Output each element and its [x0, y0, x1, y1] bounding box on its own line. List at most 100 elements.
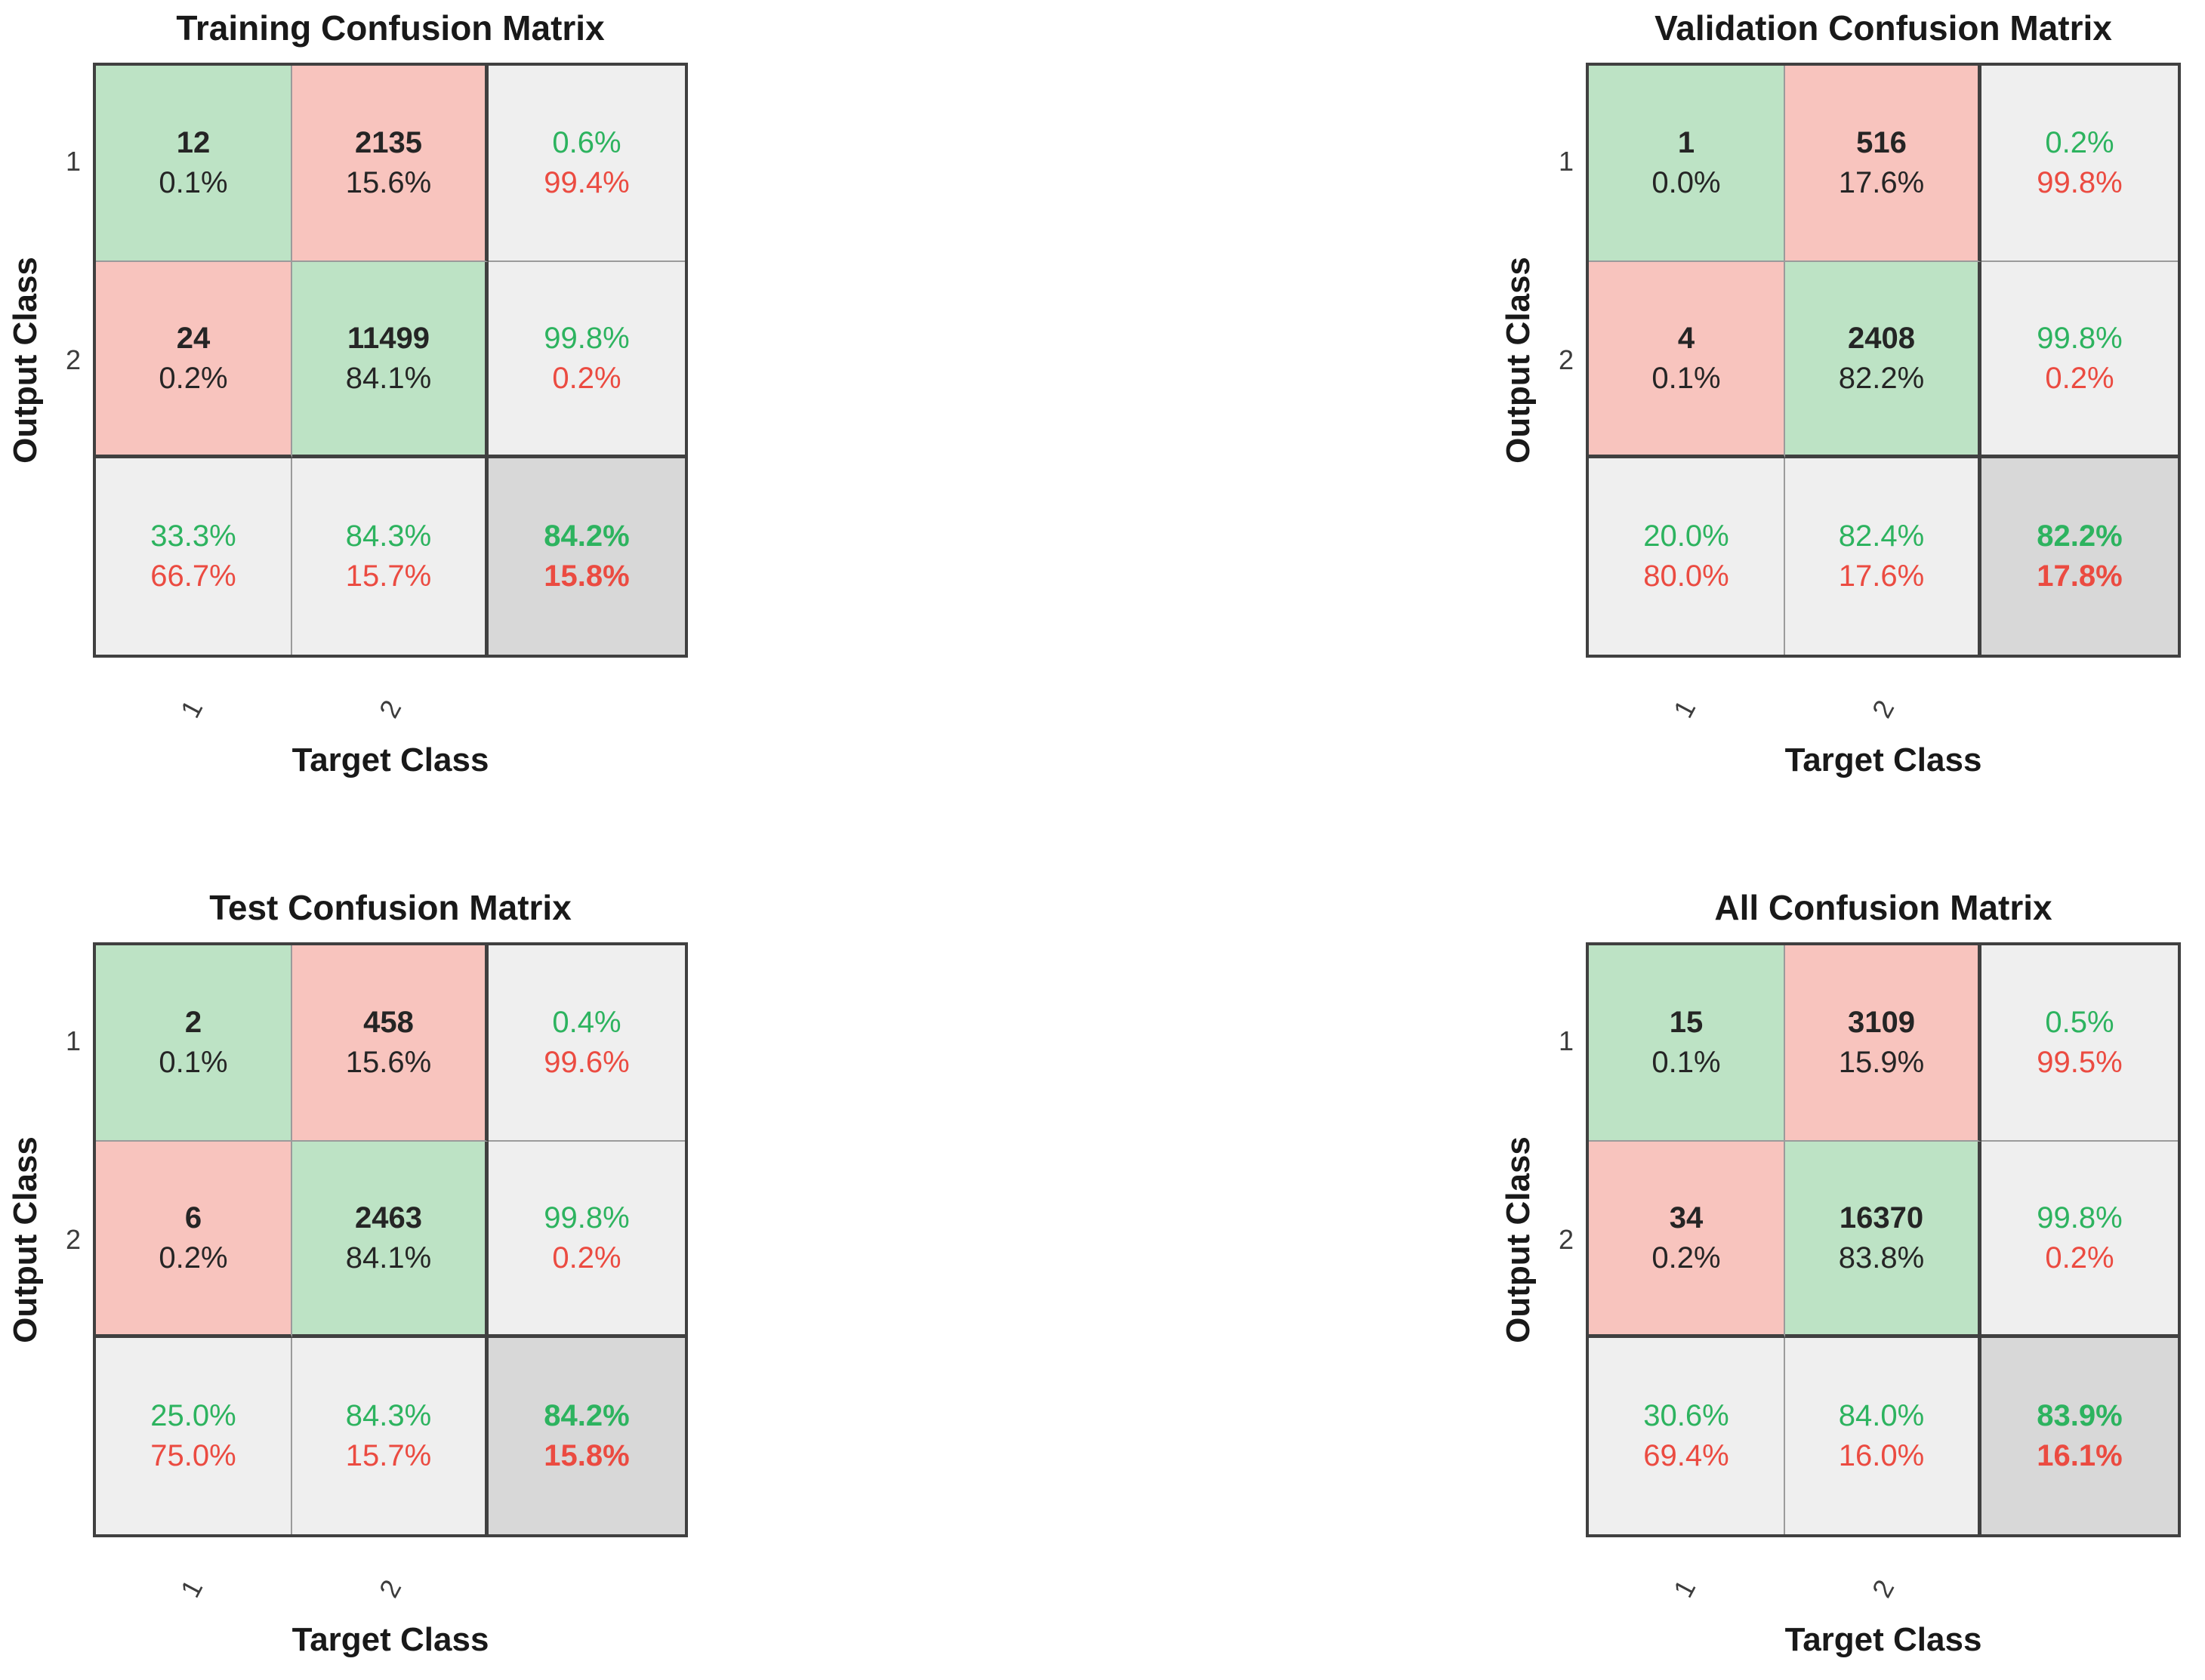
summary-positive-percent: 99.8% — [2037, 1201, 2123, 1235]
col-summary-target1: 25.0% 75.0% — [96, 1338, 292, 1534]
overall-error-percent: 15.8% — [544, 1439, 630, 1472]
cell-percent: 0.2% — [1651, 1241, 1721, 1275]
x-tick-1-label: 1 — [1667, 1574, 1702, 1603]
x-tick-2-label: 2 — [372, 1574, 408, 1603]
col-summary-target2: 84.3% 15.7% — [292, 1338, 489, 1534]
cell-count: 1 — [1677, 126, 1695, 160]
confusion-grid: 12 0.1% 2135 15.6% 0.6% 99.4% 24 0.2% 11… — [93, 63, 688, 658]
summary-negative-percent: 16.0% — [1838, 1439, 1925, 1472]
summary-negative-percent: 99.4% — [544, 166, 630, 199]
cell-count: 3109 — [1848, 1006, 1915, 1040]
overall-error-percent: 16.1% — [2037, 1439, 2123, 1472]
summary-positive-percent: 33.3% — [150, 519, 236, 553]
y-tick-1: 1 — [1558, 1025, 1574, 1056]
row-summary-output1: 0.5% 99.5% — [1981, 945, 2178, 1142]
summary-negative-percent: 0.2% — [552, 361, 621, 395]
confusion-grid: 15 0.1% 3109 15.9% 0.5% 99.5% 34 0.2% 16… — [1586, 942, 2181, 1537]
y-tick-2: 2 — [65, 1224, 81, 1255]
cell-percent: 15.6% — [345, 1046, 432, 1079]
row-summary-output2: 99.8% 0.2% — [489, 262, 685, 458]
cell-percent: 84.1% — [345, 1241, 432, 1275]
x-axis-label: Target Class — [1784, 741, 1982, 778]
cell-output2-target1: 24 0.2% — [96, 262, 292, 458]
x-tick-1: 1 — [174, 1573, 209, 1604]
y-tick-2: 2 — [65, 344, 81, 375]
col-summary-target2: 84.3% 15.7% — [292, 458, 489, 655]
cell-count: 2408 — [1848, 321, 1915, 355]
summary-negative-percent: 0.2% — [552, 1241, 621, 1275]
y-tick-1: 1 — [65, 146, 81, 177]
cell-count: 24 — [176, 321, 211, 355]
x-tick-1-label: 1 — [174, 695, 209, 723]
x-tick-2: 2 — [1866, 693, 1901, 725]
col-summary-target1: 30.6% 69.4% — [1589, 1338, 1785, 1534]
summary-negative-percent: 99.8% — [2037, 166, 2123, 199]
cell-percent: 0.1% — [1651, 361, 1721, 395]
col-summary-target2: 82.4% 17.6% — [1785, 458, 1981, 655]
summary-positive-percent: 0.4% — [552, 1006, 621, 1040]
cell-output1-target2: 3109 15.9% — [1785, 945, 1981, 1142]
cell-count: 34 — [1669, 1201, 1704, 1235]
test-confusion-matrix-panel: Test Confusion Matrix Output Class 1 2 2… — [0, 880, 755, 1680]
cell-count: 2463 — [355, 1201, 422, 1235]
overall-error-percent: 15.8% — [544, 559, 630, 593]
x-tick-2: 2 — [373, 1573, 408, 1604]
summary-positive-percent: 99.8% — [544, 1201, 630, 1235]
cell-count: 6 — [184, 1201, 202, 1235]
cell-percent: 0.2% — [159, 1241, 228, 1275]
cell-output1-target2: 516 17.6% — [1785, 66, 1981, 262]
row-summary-output1: 0.6% 99.4% — [489, 66, 685, 262]
cell-output1-target1: 12 0.1% — [96, 66, 292, 262]
overall-accuracy-cell: 84.2% 15.8% — [489, 458, 685, 655]
x-tick-2: 2 — [1866, 1573, 1901, 1604]
y-tick-2: 2 — [1558, 344, 1574, 375]
cell-count: 2135 — [355, 126, 422, 160]
row-summary-output2: 99.8% 0.2% — [1981, 262, 2178, 458]
summary-positive-percent: 99.8% — [544, 321, 630, 355]
cell-count: 4 — [1677, 321, 1695, 355]
chart-title: Test Confusion Matrix — [209, 888, 572, 927]
chart-title: Training Confusion Matrix — [176, 8, 605, 48]
x-tick-2-label: 2 — [1865, 695, 1901, 723]
x-tick-2: 2 — [373, 693, 408, 725]
summary-negative-percent: 99.5% — [2037, 1046, 2123, 1079]
summary-positive-percent: 0.2% — [2045, 126, 2114, 160]
summary-negative-percent: 15.7% — [345, 559, 432, 593]
cell-output1-target2: 2135 15.6% — [292, 66, 489, 262]
summary-positive-percent: 84.0% — [1838, 1399, 1925, 1433]
summary-negative-percent: 15.7% — [345, 1439, 432, 1472]
x-tick-1-label: 1 — [174, 1574, 209, 1603]
summary-negative-percent: 99.6% — [544, 1046, 630, 1079]
confusion-grid: 2 0.1% 458 15.6% 0.4% 99.6% 6 0.2% 2463 … — [93, 942, 688, 1537]
cell-percent: 15.6% — [345, 166, 432, 199]
col-summary-target2: 84.0% 16.0% — [1785, 1338, 1981, 1534]
cell-percent: 84.1% — [345, 361, 432, 395]
cell-output1-target1: 1 0.0% — [1589, 66, 1785, 262]
row-summary-output1: 0.4% 99.6% — [489, 945, 685, 1142]
overall-error-percent: 17.8% — [2037, 559, 2123, 593]
cell-count: 458 — [363, 1006, 414, 1040]
y-tick-1: 1 — [1558, 146, 1574, 177]
x-tick-1: 1 — [1667, 1573, 1702, 1604]
summary-negative-percent: 69.4% — [1643, 1439, 1729, 1472]
x-tick-2-label: 2 — [1865, 1574, 1901, 1603]
summary-positive-percent: 0.6% — [552, 126, 621, 160]
cell-percent: 82.2% — [1838, 361, 1925, 395]
validation-confusion-matrix-panel: Validation Confusion Matrix Output Class… — [1493, 0, 2205, 800]
x-tick-1: 1 — [174, 693, 209, 725]
summary-positive-percent: 25.0% — [150, 1399, 236, 1433]
cell-percent: 83.8% — [1838, 1241, 1925, 1275]
y-tick-2: 2 — [1558, 1224, 1574, 1255]
cell-percent: 0.1% — [1651, 1046, 1721, 1079]
cell-output2-target1: 4 0.1% — [1589, 262, 1785, 458]
cell-output2-target2: 2408 82.2% — [1785, 262, 1981, 458]
x-axis-label: Target Class — [1784, 1621, 1982, 1658]
summary-negative-percent: 17.6% — [1838, 559, 1925, 593]
x-axis-label: Target Class — [291, 1621, 489, 1658]
training-confusion-matrix-panel: Training Confusion Matrix Output Class 1… — [0, 0, 755, 800]
overall-accuracy-cell: 82.2% 17.8% — [1981, 458, 2178, 655]
all-confusion-matrix-panel: All Confusion Matrix Output Class 1 2 15… — [1493, 880, 2205, 1680]
summary-positive-percent: 84.3% — [345, 519, 432, 553]
cell-percent: 15.9% — [1838, 1046, 1925, 1079]
cell-output1-target1: 15 0.1% — [1589, 945, 1785, 1142]
